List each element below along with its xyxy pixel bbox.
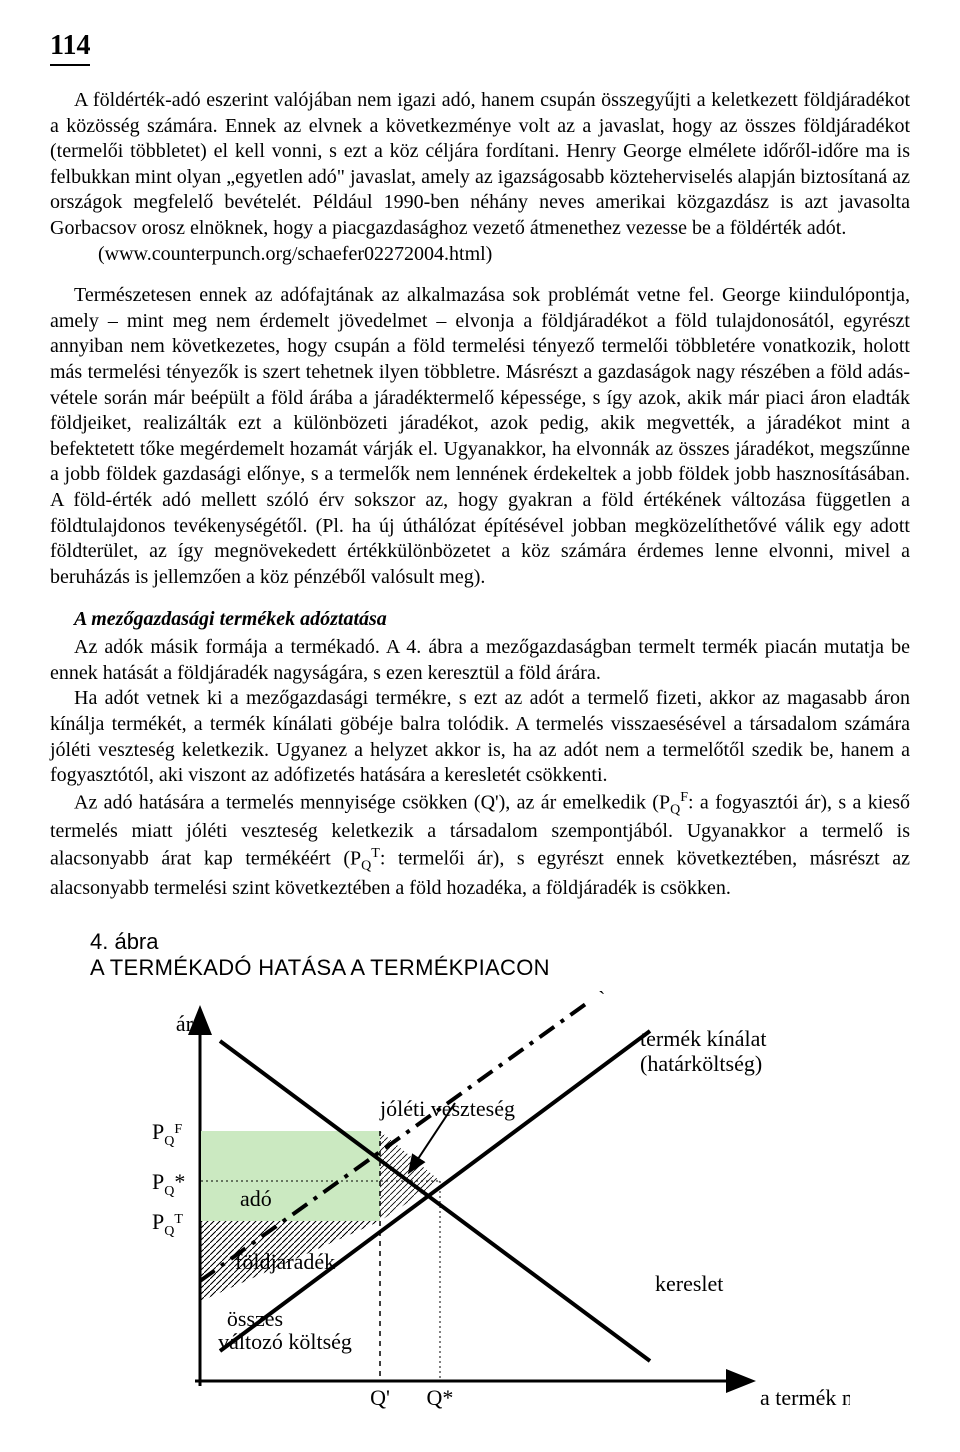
pqf-label: PQF <box>152 1119 182 1149</box>
page-number: 114 <box>50 30 90 61</box>
paragraph-1: A földérték-adó eszerint valójában nem i… <box>50 88 910 242</box>
y-axis-label: ár <box>176 1011 194 1036</box>
figure-number: 4. ábra <box>90 929 910 955</box>
paragraph-5a: Az adó hatására a termelés mennyisége cs… <box>74 792 670 814</box>
kereslet-label: kereslet <box>655 1271 723 1296</box>
paragraph-1-link: (www.counterpunch.org/schaefer02272004.h… <box>98 242 910 268</box>
figure-title: A TERMÉKADÓ HATÁSA A TERMÉKPIACON <box>90 955 910 981</box>
joleti-label: jóléti veszteség <box>379 1096 515 1121</box>
page-container: 114 A földérték-adó eszerint valójában n… <box>0 0 960 1411</box>
paragraph-2: Természetesen ennek az adófajtának az al… <box>50 283 910 590</box>
qstar-label: Q* <box>427 1385 454 1410</box>
foldjaradek-label: földjáradék <box>235 1249 335 1274</box>
pqt-label: PQT <box>152 1209 183 1239</box>
section-title: A mezőgazdasági termékek adóztatása <box>74 608 910 631</box>
kinalat-label-1: termék kínálat <box>640 1026 766 1051</box>
tick-mark: ` <box>598 991 605 1011</box>
figure-caption: 4. ábra A TERMÉKADÓ HATÁSA A TERMÉKPIACO… <box>90 929 910 981</box>
tax-area <box>201 1131 380 1221</box>
paragraph-5: Az adó hatására a termelés mennyisége cs… <box>50 789 910 901</box>
kinalat-label-2: (határköltség) <box>640 1051 762 1076</box>
qprime-label: Q' <box>370 1385 390 1410</box>
page-number-wrap: 114 <box>50 30 90 66</box>
paragraph-4: Ha adót vetnek ki a mezőgazdasági termék… <box>50 686 910 788</box>
chart-svg: ár PQF PQ* PQT Q' Q* a termék mennyisége… <box>90 991 850 1411</box>
paragraph-1-text: A földérték-adó eszerint valójában nem i… <box>50 89 910 239</box>
ado-label: adó <box>240 1186 272 1211</box>
paragraph-3: Az adók másik formája a termékadó. A 4. … <box>50 635 910 686</box>
chart: ár PQF PQ* PQT Q' Q* a termék mennyisége… <box>90 991 950 1411</box>
valtozo-label: változó költség <box>218 1329 352 1354</box>
x-axis-label: a termék mennyisége <box>760 1385 850 1410</box>
pqstar-label: PQ* <box>152 1169 185 1199</box>
osszes-label: összes <box>227 1306 283 1331</box>
